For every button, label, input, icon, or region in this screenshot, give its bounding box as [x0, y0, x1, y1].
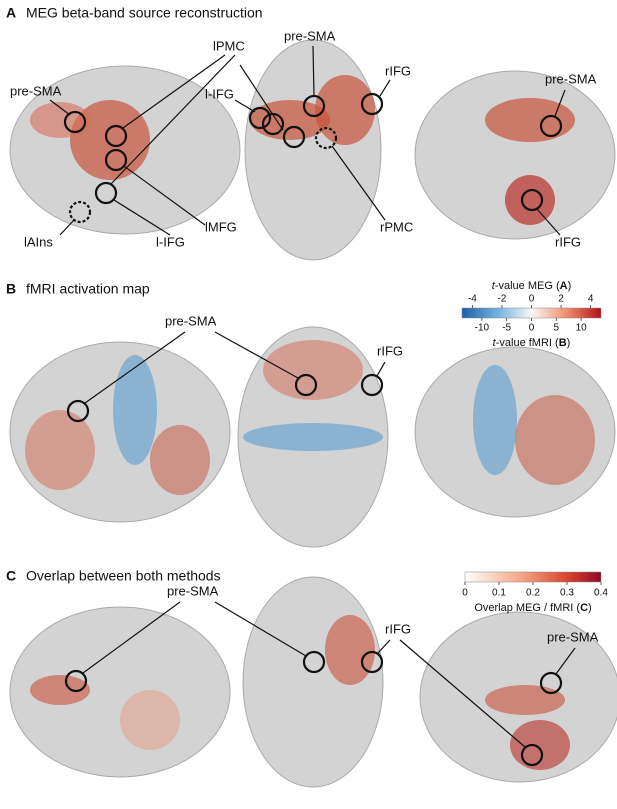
colorbar-tick-label: 0 [462, 588, 468, 599]
colorbar [461, 307, 602, 319]
colorbar-title-part: -value MEG ( [495, 280, 560, 292]
region-label: rIFG [385, 63, 411, 78]
colorbar-tick-label: 0.4 [594, 588, 608, 599]
annotations [64, 601, 576, 767]
colorbar [464, 571, 602, 583]
colorbar-tick-label: -2 [497, 294, 506, 305]
region-label: rIFG [555, 234, 581, 249]
colorbar-title-part: ) [588, 602, 592, 614]
colorbar-title-part: A [560, 280, 568, 292]
panel-letter: C [6, 568, 16, 584]
panel-title: MEG beta-band source reconstruction [26, 5, 263, 21]
colorbar-title: Overlap MEG / fMRI (C) [474, 602, 591, 614]
colorbar-title-part: B [559, 337, 567, 349]
panel-title: Overlap between both methods [26, 568, 221, 584]
colorbar-title-part: t [492, 280, 496, 292]
colorbar-tick-label: -5 [502, 323, 511, 334]
colorbar-tick-label: -10 [475, 323, 490, 334]
region-label: pre-SMA [167, 583, 219, 598]
colorbar-tick-label: 10 [576, 323, 588, 334]
colorbar-ticks: -4 -2 0 2 4 -10 -5 0 5 10 0 0.1 0.2 0.3 0.4 [462, 294, 608, 599]
brain-images [9, 576, 617, 788]
brain-images [9, 39, 616, 261]
region-label: pre-SMA [10, 83, 62, 98]
colorbar-tick-label: 0.2 [526, 588, 540, 599]
region-label: pre-SMA [284, 28, 336, 43]
panel-letter: A [6, 5, 16, 21]
brain-images [9, 326, 616, 548]
colorbar-title: t-value MEG (A) [492, 280, 571, 292]
colorbar-tick-label: 4 [588, 294, 594, 305]
region-label: lAIns [24, 234, 53, 249]
region-label: rPMC [380, 219, 413, 234]
colorbar-title-part: ) [568, 280, 572, 292]
region-label: pre-SMA [165, 313, 217, 328]
panel-letter: B [6, 281, 16, 297]
annotations [66, 331, 386, 423]
region-label: rIFG [377, 343, 403, 358]
region-label: pre-SMA [545, 71, 597, 86]
colorbar-tick-label: 5 [554, 323, 560, 334]
colorbar-title: t-value fMRI (B) [493, 337, 571, 349]
colorbar-tick-label: 0 [529, 323, 535, 334]
colorbar-tick-label: 0 [529, 294, 535, 305]
colorbar-title-part: -value fMRI ( [496, 337, 559, 349]
region-label: lMFG [205, 219, 237, 234]
region-label: lPMC [213, 38, 245, 53]
panel-title: fMRI activation map [26, 281, 150, 297]
colorbar-title-part: Overlap MEG / fMRI ( [474, 602, 580, 614]
region-label: rIFG [385, 621, 411, 636]
region-label: l-IFG [156, 234, 185, 249]
colorbar-tick-label: 0.3 [560, 588, 574, 599]
colorbar-title-part: t [493, 337, 497, 349]
region-label: l-IFG [205, 86, 234, 101]
colorbar-tick-label: -4 [468, 294, 477, 305]
colorbar-tick-label: 2 [558, 294, 564, 305]
annotations [49, 45, 566, 236]
colorbar-title-part: C [580, 602, 588, 614]
colorbar-tick-label: 0.1 [492, 588, 506, 599]
colorbar-title-part: ) [567, 337, 571, 349]
region-label: pre-SMA [547, 629, 599, 644]
